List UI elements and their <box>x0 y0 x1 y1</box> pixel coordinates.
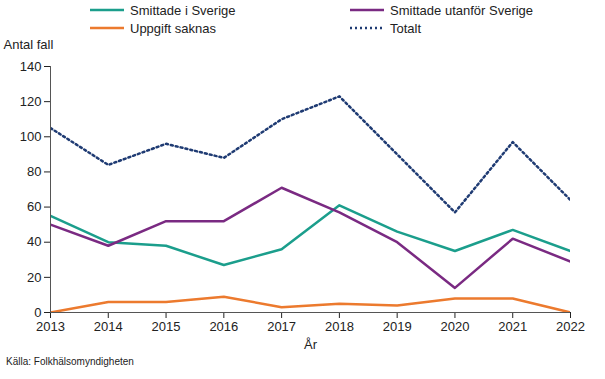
svg-text:0: 0 <box>34 305 41 320</box>
svg-text:2015: 2015 <box>152 319 181 334</box>
html-text:Smittade i Sverige: Smittade i Sverige <box>130 2 236 18</box>
html-text:Totalt: Totalt <box>390 20 422 36</box>
html-text:Smittade utanför Sverige: Smittade utanför Sverige <box>390 2 534 18</box>
svg-text:2020: 2020 <box>440 319 469 334</box>
html-text:Källa: Folkhälsomyndigheten: Källa: Folkhälsomyndigheten <box>6 356 134 367</box>
svg-text:2022: 2022 <box>556 319 585 334</box>
html-text:Uppgift saknas: Uppgift saknas <box>130 20 216 36</box>
svg-text:År: År <box>304 337 318 352</box>
svg-text:2014: 2014 <box>94 319 123 334</box>
svg-text:2021: 2021 <box>498 319 527 334</box>
svg-text:100: 100 <box>20 129 42 144</box>
svg-text:80: 80 <box>27 164 41 179</box>
svg-text:Antal fall: Antal fall <box>4 37 54 52</box>
svg-text:20: 20 <box>27 270 41 285</box>
svg-text:60: 60 <box>27 199 41 214</box>
svg-text:2013: 2013 <box>36 319 65 334</box>
svg-text:40: 40 <box>27 234 41 249</box>
svg-text:2017: 2017 <box>267 319 296 334</box>
svg-text:2018: 2018 <box>325 319 354 334</box>
svg-text:120: 120 <box>20 94 42 109</box>
svg-text:2019: 2019 <box>383 319 412 334</box>
svg-text:2016: 2016 <box>209 319 238 334</box>
svg-text:140: 140 <box>20 59 42 74</box>
